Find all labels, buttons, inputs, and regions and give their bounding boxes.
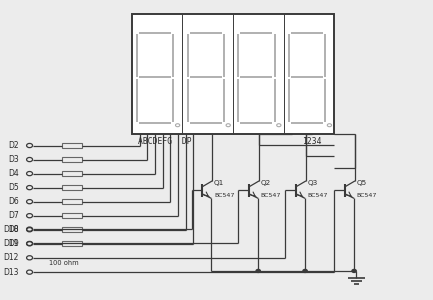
Text: 100 ohm: 100 ohm (49, 260, 78, 266)
Text: D10: D10 (3, 225, 19, 234)
Text: D5: D5 (8, 183, 19, 192)
Text: D11: D11 (3, 239, 19, 248)
Text: ABCDEFG  DP: ABCDEFG DP (138, 137, 192, 146)
Bar (62, 143, 82, 148)
Bar (62, 199, 82, 204)
Text: Q3: Q3 (308, 180, 318, 186)
Bar (62, 157, 82, 162)
Bar (62, 171, 82, 176)
Text: Q2: Q2 (261, 180, 271, 186)
Text: BC547: BC547 (308, 193, 328, 198)
Text: 1234: 1234 (302, 137, 322, 146)
Circle shape (303, 269, 307, 272)
Text: D7: D7 (8, 211, 19, 220)
Text: D8: D8 (8, 225, 19, 234)
Bar (62, 227, 82, 232)
Text: D12: D12 (3, 253, 19, 262)
Text: D2: D2 (8, 141, 19, 150)
Bar (132, 14, 334, 134)
Text: BC547: BC547 (214, 193, 234, 198)
Text: Q1: Q1 (214, 180, 224, 186)
Text: BC547: BC547 (357, 193, 377, 198)
Text: D9: D9 (8, 239, 19, 248)
Text: BC547: BC547 (261, 193, 281, 198)
Text: D6: D6 (8, 197, 19, 206)
Text: D4: D4 (8, 169, 19, 178)
Bar (62, 213, 82, 218)
Bar (62, 242, 82, 246)
Text: D3: D3 (8, 155, 19, 164)
Text: D13: D13 (3, 268, 19, 277)
Text: Q5: Q5 (357, 180, 367, 186)
Circle shape (352, 269, 356, 272)
Circle shape (256, 269, 260, 272)
Bar (62, 185, 82, 190)
